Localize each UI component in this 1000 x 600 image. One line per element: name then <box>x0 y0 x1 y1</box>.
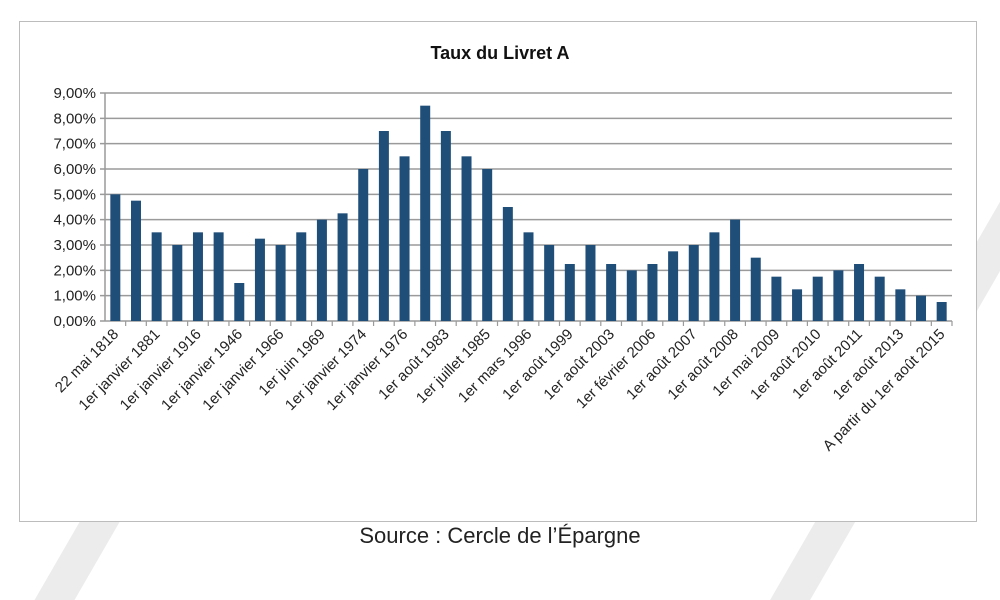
chart-title: Taux du Livret A <box>430 43 569 63</box>
bar-chart: Taux du Livret A 0,00% 1,00% 2,00% 3,00% 4,00… <box>52 43 953 455</box>
bar <box>192 232 203 321</box>
bar <box>502 207 513 321</box>
y-tick-label: 6,00% <box>53 161 96 178</box>
bar <box>399 156 410 321</box>
y-tick-label: 4,00% <box>53 212 96 229</box>
bar <box>647 264 658 321</box>
y-tick-label: 3,00% <box>53 237 96 254</box>
bar <box>523 232 534 321</box>
bar <box>771 276 782 321</box>
bar <box>792 289 803 321</box>
bar <box>440 131 451 321</box>
bar <box>130 200 141 321</box>
bar <box>110 194 121 321</box>
bar <box>750 257 761 321</box>
bar <box>916 295 927 321</box>
bar <box>544 245 555 321</box>
bar <box>234 283 245 321</box>
bar <box>482 169 493 321</box>
bar <box>254 238 265 321</box>
bar <box>378 131 389 321</box>
y-tick-label: 9,00% <box>53 85 96 102</box>
y-tick-label: 7,00% <box>53 136 96 153</box>
bar <box>895 289 906 321</box>
bar <box>874 276 885 321</box>
source-caption: Source : Cercle de l’Épargne <box>359 523 641 548</box>
y-tick-label: 8,00% <box>53 110 96 127</box>
bar <box>833 270 844 321</box>
bar <box>461 156 472 321</box>
bar <box>564 264 575 321</box>
bar <box>626 270 637 321</box>
bar <box>151 232 162 321</box>
y-tick-label: 0,00% <box>53 313 96 330</box>
bar <box>172 245 183 321</box>
bar <box>688 245 699 321</box>
bar <box>854 264 865 321</box>
bar <box>668 251 679 321</box>
y-tick-label: 1,00% <box>53 288 96 305</box>
bar <box>275 245 286 321</box>
bar <box>585 245 596 321</box>
bar <box>709 232 720 321</box>
bar <box>337 213 348 321</box>
bar <box>606 264 617 321</box>
bar <box>936 302 947 321</box>
bar <box>420 105 431 322</box>
bar <box>213 232 224 321</box>
bar <box>296 232 307 321</box>
y-tick-label: 2,00% <box>53 262 96 279</box>
bar <box>730 219 741 321</box>
y-tick-label: 5,00% <box>53 186 96 203</box>
bar <box>812 276 823 321</box>
bar <box>358 169 369 321</box>
bar <box>316 219 327 321</box>
